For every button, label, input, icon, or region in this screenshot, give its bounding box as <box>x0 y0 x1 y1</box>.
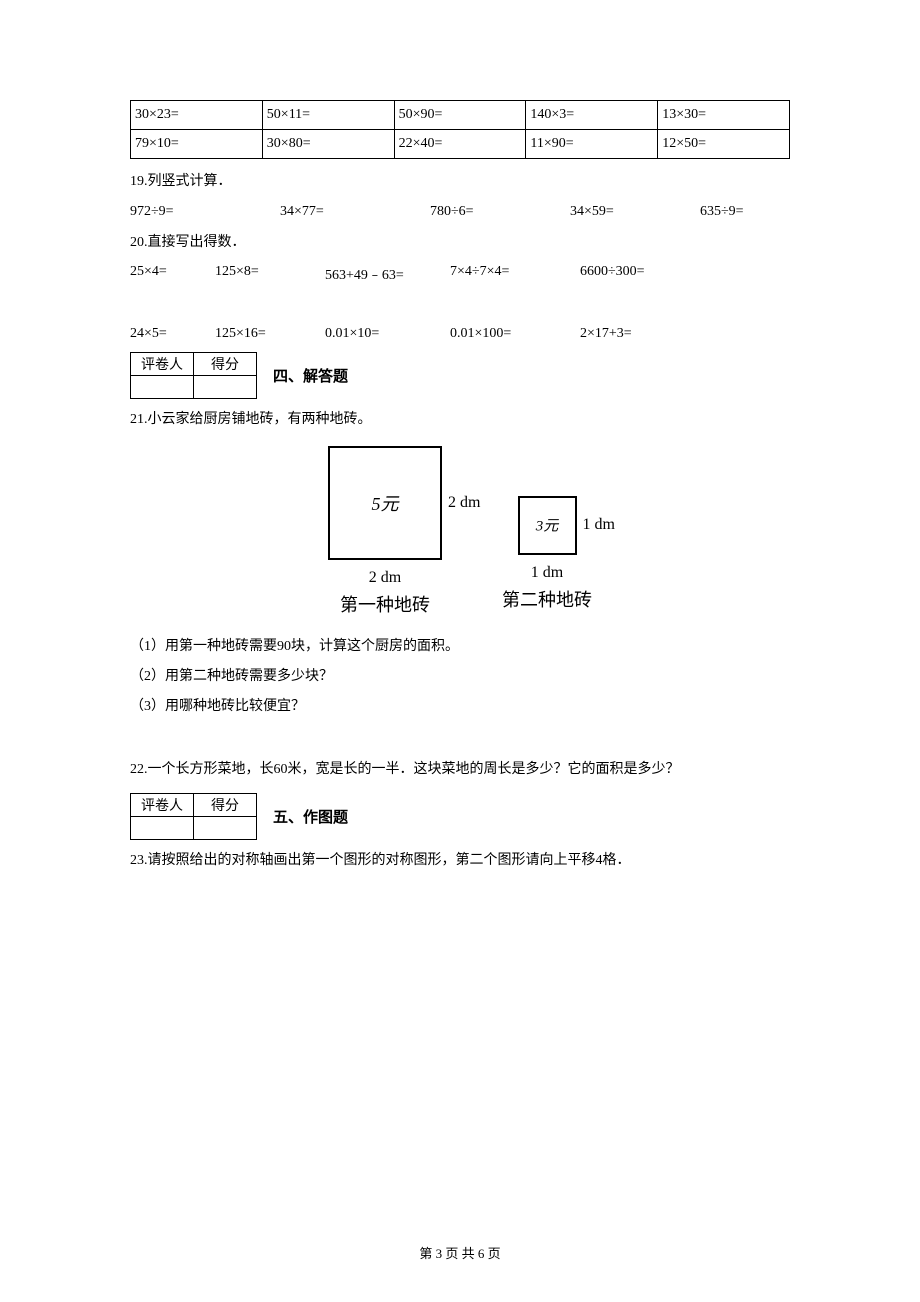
q20-row-b: 24×5= 125×16= 0.01×10= 0.01×100= 2×17+3= <box>130 326 790 342</box>
section5-header: 评卷人 得分 五、作图题 <box>130 793 790 840</box>
section4-header: 评卷人 得分 四、解答题 <box>130 352 790 399</box>
q21-sub3: （3）用哪种地砖比较便宜？ <box>130 695 790 715</box>
calc-cell: 12×50= <box>658 130 790 159</box>
q20-item: 0.01×10= <box>325 326 450 342</box>
page-footer: 第 3 页 共 6 页 <box>0 1243 920 1262</box>
score-col-score: 得分 <box>194 794 257 817</box>
calc-cell: 30×23= <box>131 101 263 130</box>
q20-item: 7×4÷7×4= <box>450 264 580 284</box>
q20-item: 563+49﹣63= <box>325 264 450 284</box>
tile1-bottom: 2 dm <box>328 569 442 587</box>
q21-sub2: （2）用第二种地砖需要多少块？ <box>130 665 790 685</box>
calc-cell: 30×80= <box>262 130 394 159</box>
calc-cell: 11×90= <box>526 130 658 159</box>
calc-cell: 50×90= <box>394 101 526 130</box>
tile2-side: 1 dm <box>583 516 615 534</box>
tile2-block: 3元 1 dm 1 dm 第二种地砖 <box>502 446 592 617</box>
section4-title: 四、解答题 <box>273 365 348 386</box>
table-row: 79×10= 30×80= 22×40= 11×90= 12×50= <box>131 130 790 159</box>
score-table: 评卷人 得分 <box>130 793 257 840</box>
q19-item: 635÷9= <box>700 204 790 220</box>
score-table: 评卷人 得分 <box>130 352 257 399</box>
q21-sub1: （1）用第一种地砖需要90块，计算这个厨房的面积。 <box>130 635 790 655</box>
tile1-block: 5元 2 dm 2 dm 第一种地砖 <box>328 446 442 617</box>
q20-title: 20.直接写出得数． <box>130 230 790 257</box>
score-blank <box>131 376 194 399</box>
q20-item: 25×4= <box>130 264 215 284</box>
tile1-price: 5元 <box>372 490 399 516</box>
q20-item: 0.01×100= <box>450 326 580 342</box>
tile1-rect: 5元 2 dm <box>328 446 442 560</box>
calc-cell: 140×3= <box>526 101 658 130</box>
q23-title: 23.请按照给出的对称轴画出第一个图形的对称图形，第二个图形请向上平移4格． <box>130 848 790 875</box>
tile1-label: 第一种地砖 <box>328 591 442 617</box>
q20-item: 2×17+3= <box>580 326 700 342</box>
q20-item: 125×16= <box>215 326 325 342</box>
score-col-score: 得分 <box>194 353 257 376</box>
q20-row-a: 25×4= 125×8= 563+49﹣63= 7×4÷7×4= 6600÷30… <box>130 264 790 284</box>
tile2-rect: 3元 1 dm <box>518 496 577 555</box>
tile-figure: 5元 2 dm 2 dm 第一种地砖 3元 1 dm 1 dm 第二种地砖 <box>130 446 790 617</box>
score-blank <box>194 376 257 399</box>
score-blank <box>131 817 194 840</box>
q19-item: 780÷6= <box>430 204 570 220</box>
tile2-label: 第二种地砖 <box>502 586 592 612</box>
table-row: 30×23= 50×11= 50×90= 140×3= 13×30= <box>131 101 790 130</box>
q19-title: 19.列竖式计算． <box>130 169 790 196</box>
q21-title: 21.小云家给厨房铺地砖，有两种地砖。 <box>130 407 790 434</box>
calc-table: 30×23= 50×11= 50×90= 140×3= 13×30= 79×10… <box>130 100 790 159</box>
q20-item: 6600÷300= <box>580 264 700 284</box>
calc-cell: 79×10= <box>131 130 263 159</box>
q19-item: 972÷9= <box>130 204 280 220</box>
q19-item: 34×77= <box>280 204 430 220</box>
section5-title: 五、作图题 <box>273 806 348 827</box>
score-col-reviewer: 评卷人 <box>131 794 194 817</box>
score-col-reviewer: 评卷人 <box>131 353 194 376</box>
q20-item: 125×8= <box>215 264 325 284</box>
calc-cell: 50×11= <box>262 101 394 130</box>
calc-cell: 13×30= <box>658 101 790 130</box>
q19-items: 972÷9= 34×77= 780÷6= 34×59= 635÷9= <box>130 204 790 220</box>
q20-item: 24×5= <box>130 326 215 342</box>
score-blank <box>194 817 257 840</box>
q19-item: 34×59= <box>570 204 700 220</box>
tile2-bottom: 1 dm <box>502 564 592 582</box>
tile2-price: 3元 <box>536 515 559 536</box>
q22-title: 22.一个长方形菜地，长60米，宽是长的一半．这块菜地的周长是多少？它的面积是多… <box>130 757 790 784</box>
tile1-side: 2 dm <box>448 494 480 512</box>
calc-cell: 22×40= <box>394 130 526 159</box>
